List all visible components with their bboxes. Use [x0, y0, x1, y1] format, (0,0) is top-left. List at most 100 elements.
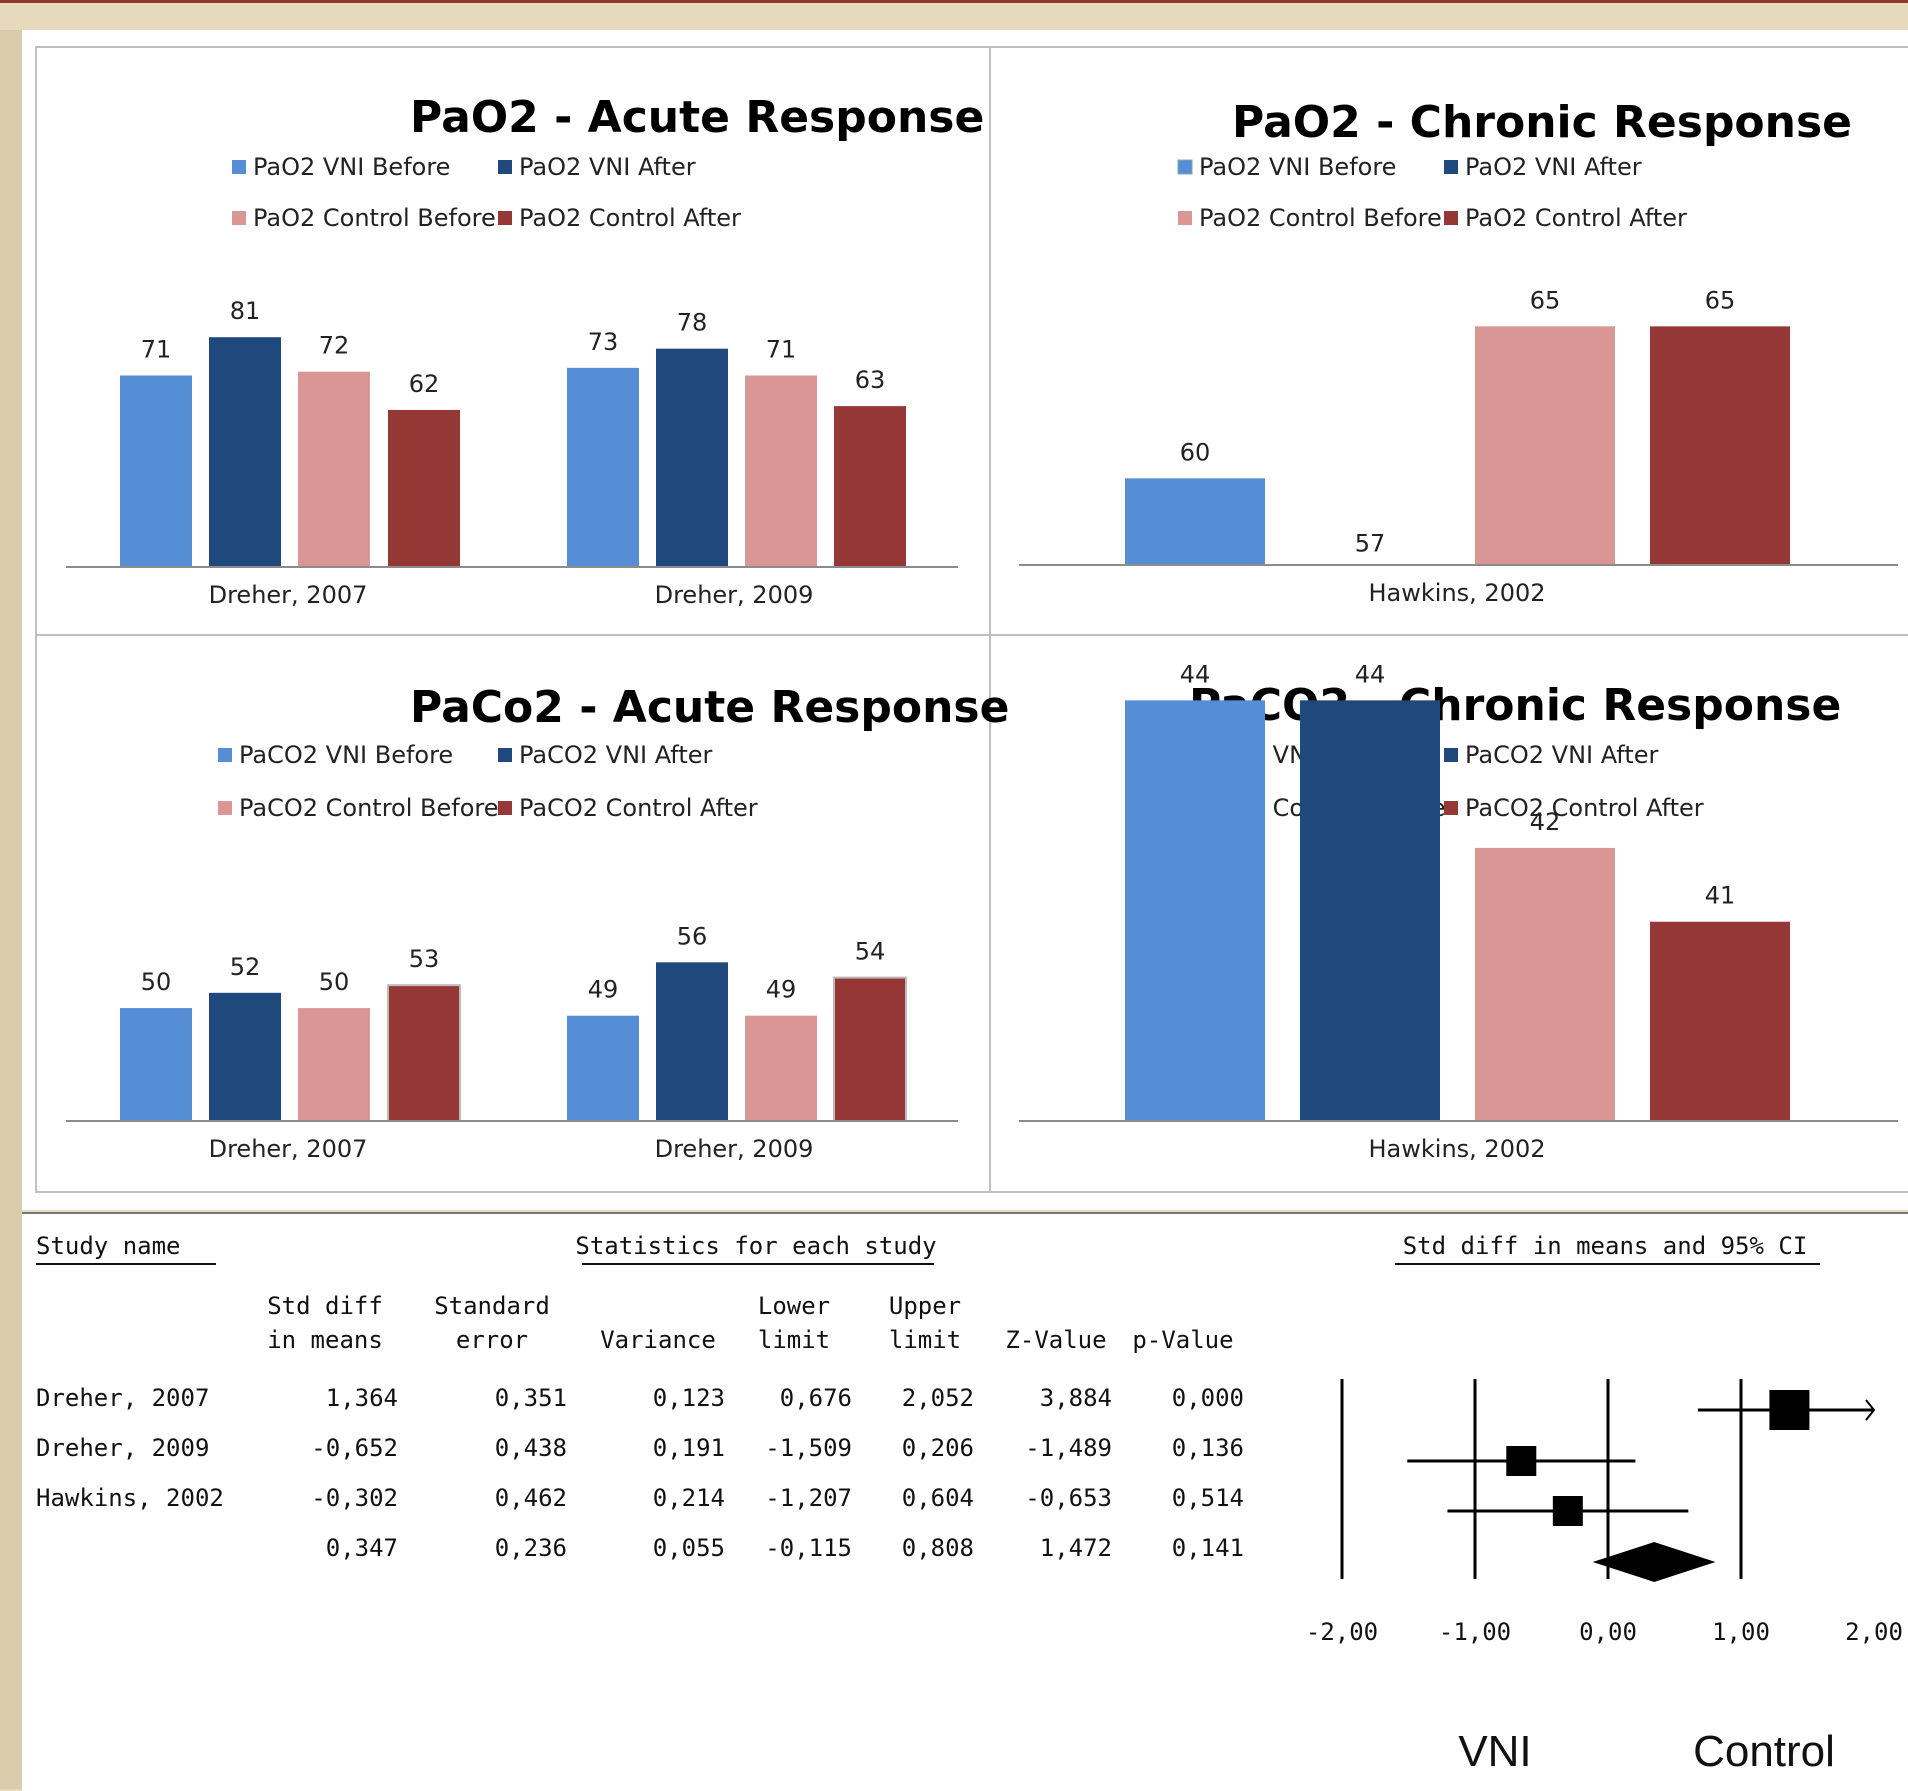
stat-value: -1,509	[765, 1434, 852, 1462]
legend-swatch	[498, 211, 512, 225]
bar	[1125, 700, 1265, 1121]
bar	[388, 409, 460, 567]
column-header-line1: Upper	[889, 1292, 961, 1320]
column-header-line1: Std diff	[267, 1292, 383, 1320]
data-label: 72	[319, 332, 350, 360]
summary-diamond	[1592, 1542, 1716, 1582]
bar-chart-3: PaCo2 - Acute Response PaCO2 VNI Before Pa…	[66, 682, 1009, 1163]
forest-plot-svg: Study name Statistics for each study Std d…	[36, 1232, 1903, 1776]
study-name: Dreher, 2009	[36, 1434, 209, 1462]
bar	[120, 375, 192, 567]
chart-title: PaO2 - Acute Response	[410, 92, 984, 143]
bar	[387, 984, 461, 1122]
data-label: 50	[319, 968, 350, 996]
chart-title: PaCO2 - Chronic Response	[1189, 680, 1841, 731]
category-label: Dreher, 2009	[655, 581, 814, 609]
legend-label: PaCO2 VNI Before	[239, 741, 453, 769]
legend-swatch	[1444, 160, 1458, 174]
legend-swatch	[1444, 801, 1458, 815]
data-label: 52	[230, 953, 261, 981]
stat-value: 0,214	[653, 1484, 725, 1512]
stat-value: 1,472	[1040, 1534, 1112, 1562]
stat-value: 0,676	[780, 1384, 852, 1412]
data-label: 44	[1180, 660, 1211, 688]
x-tick-label: -1,00	[1439, 1618, 1511, 1646]
data-label: 78	[677, 309, 708, 337]
top-border-line	[0, 0, 1908, 3]
legend-swatch	[232, 211, 246, 225]
bar	[567, 367, 639, 567]
category-label: Dreher, 2007	[209, 581, 368, 609]
x-tick-label: 2,00	[1845, 1618, 1903, 1646]
legend-label: PaCO2 Control Before	[239, 794, 499, 822]
chart-title: PaO2 - Chronic Response	[1232, 97, 1852, 148]
data-label: 63	[855, 366, 886, 394]
stat-value: 0,604	[902, 1484, 974, 1512]
legend-swatch	[498, 160, 512, 174]
data-label: 41	[1705, 882, 1736, 910]
data-label: 71	[766, 336, 797, 364]
bar	[1475, 847, 1615, 1121]
stat-value: -0,652	[311, 1434, 398, 1462]
legend-label: PaO2 VNI After	[519, 153, 696, 181]
bar	[209, 992, 281, 1121]
legend-swatch	[1177, 159, 1193, 175]
effect-marker	[1506, 1446, 1537, 1476]
legend-swatch	[1444, 211, 1458, 225]
stat-value: -1,489	[1025, 1434, 1112, 1462]
left-background-strip	[0, 30, 22, 1789]
data-label: 44	[1355, 660, 1386, 688]
data-label: 60	[1180, 438, 1211, 466]
x-tick-label: 0,00	[1579, 1618, 1637, 1646]
bar-chart-1: PaO2 - Acute Response PaO2 VNI Before PaO2…	[66, 92, 984, 609]
stat-value: 0,351	[495, 1384, 567, 1412]
bar-chart-2: PaO2 - Chronic Response PaO2 VNI Before Pa…	[1019, 97, 1898, 607]
legend-swatch	[498, 748, 512, 762]
stat-value: 0,141	[1172, 1534, 1244, 1562]
stat-value: 0,236	[495, 1534, 567, 1562]
bar	[1650, 326, 1790, 565]
favours-vni-label: VNI	[1458, 1727, 1531, 1776]
bar	[745, 1015, 817, 1121]
data-label: 56	[677, 922, 708, 950]
data-label: 49	[766, 976, 797, 1004]
stat-value: 0,055	[653, 1534, 725, 1562]
bar	[1125, 478, 1265, 565]
table-row: Dreher, 2009 -0,652 0,438 0,191 -1,509 0,206 -…	[36, 1434, 1244, 1462]
legend-label: PaCO2 VNI After	[519, 741, 712, 769]
category-label: Dreher, 2007	[209, 1135, 368, 1163]
data-label: 65	[1530, 286, 1561, 314]
data-label: 81	[230, 297, 261, 325]
legend-swatch	[1444, 748, 1458, 762]
legend-label: PaO2 Control After	[1465, 204, 1687, 232]
stat-value: -0,302	[311, 1484, 398, 1512]
legend-swatch	[218, 748, 232, 762]
stat-value: 0,191	[653, 1434, 725, 1462]
stat-value: 2,052	[902, 1384, 974, 1412]
category-label: Dreher, 2009	[655, 1135, 814, 1163]
chart-title: PaCo2 - Acute Response	[410, 682, 1009, 733]
legend-label: PaO2 VNI Before	[1199, 153, 1396, 181]
bar	[298, 371, 370, 567]
bar	[120, 1008, 192, 1121]
ci-header: Std diff in means and 95% CI	[1403, 1232, 1808, 1260]
bar	[656, 348, 728, 567]
stat-value: 3,884	[1040, 1384, 1112, 1412]
legend-label: PaO2 VNI After	[1465, 153, 1642, 181]
bar	[298, 1008, 370, 1121]
legend-label: PaO2 Control After	[519, 204, 741, 232]
legend-swatch	[1178, 211, 1192, 225]
data-label: 49	[588, 976, 619, 1004]
effect-marker	[1552, 1496, 1583, 1526]
stat-value: -1,207	[765, 1484, 852, 1512]
study-name: Dreher, 2007	[36, 1384, 209, 1412]
bar	[567, 1015, 639, 1121]
stat-value: 0,000	[1172, 1384, 1244, 1412]
stat-value: 0,438	[495, 1434, 567, 1462]
legend-label: PaO2 VNI Before	[253, 153, 450, 181]
effect-marker	[1769, 1390, 1810, 1430]
data-label: 62	[409, 370, 440, 398]
stat-value: 1,364	[326, 1384, 398, 1412]
stat-value: 0,347	[326, 1534, 398, 1562]
